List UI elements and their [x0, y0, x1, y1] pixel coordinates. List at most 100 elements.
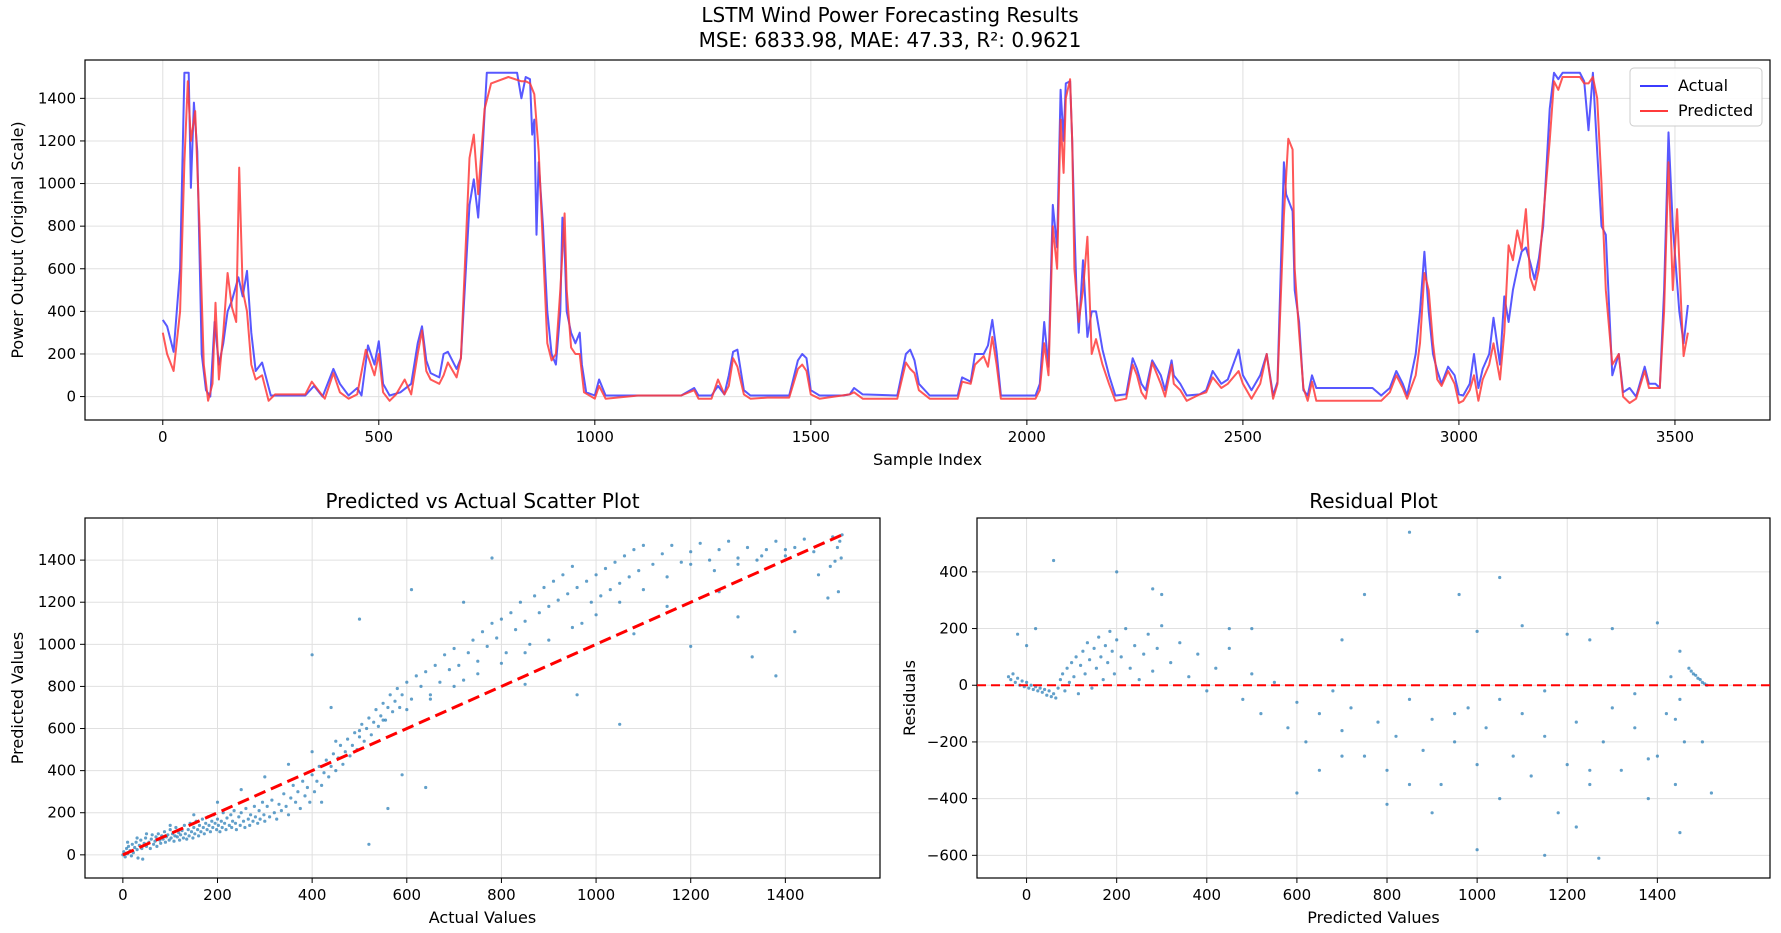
scatter-point: [1407, 697, 1412, 702]
scatter-point: [689, 562, 693, 566]
scatter-point: [1009, 678, 1013, 682]
scatter-point: [1362, 754, 1367, 758]
y-tick-label: 400: [47, 302, 76, 320]
scatter-point: [1601, 740, 1605, 744]
scatter-point: [400, 693, 404, 697]
scatter-point: [561, 573, 565, 577]
scatter-point: [599, 594, 603, 598]
scatter-point: [1430, 717, 1434, 721]
y-tick-label: 200: [47, 804, 76, 822]
scatter-point: [284, 804, 288, 809]
scatter-point: [308, 800, 312, 804]
scatter-point: [1698, 678, 1702, 682]
scatter-point: [1543, 734, 1547, 738]
x-tick-label: 800: [1373, 886, 1402, 904]
scatter-point: [476, 659, 480, 663]
scatter-panel: 0 200 400 600 800 1000 1200 1400 0 200 400 600 800 10…: [8, 489, 881, 927]
scatter-point: [153, 839, 157, 843]
scatter-point: [594, 613, 598, 617]
scatter-point: [1646, 797, 1650, 801]
scatter-point: [1678, 697, 1682, 702]
scatter-point: [828, 564, 832, 569]
scatter-point: [149, 837, 153, 841]
scatter-point: [1049, 695, 1053, 699]
scatter-point: [1146, 632, 1150, 636]
scatter-point: [329, 705, 333, 710]
scatter-point: [357, 735, 362, 739]
scatter-point: [443, 653, 447, 657]
scatter-point: [1610, 627, 1614, 631]
scatter-point: [393, 699, 397, 703]
scatter-point: [665, 604, 669, 609]
scatter-point: [367, 842, 371, 846]
scatter-point: [263, 775, 267, 779]
scatter-point: [608, 588, 612, 592]
scatter-point: [189, 830, 194, 834]
scatter-point: [632, 632, 636, 636]
scatter-point: [793, 630, 797, 634]
scatter-point: [1453, 740, 1457, 744]
scatter-point: [1453, 712, 1457, 716]
scatter-point: [172, 839, 176, 843]
scatter-point: [1498, 575, 1502, 580]
scatter-point: [826, 596, 830, 600]
scatter-point: [533, 594, 537, 598]
scatter-point: [1196, 652, 1200, 656]
scatter-point: [298, 806, 302, 811]
scatter-point: [1498, 697, 1502, 702]
scatter-point: [225, 816, 229, 820]
scatter-point: [168, 828, 172, 832]
scatter-point: [405, 680, 409, 684]
x-tick-label: 0: [1022, 886, 1032, 904]
scatter-point: [1214, 666, 1218, 670]
plot-area: [121, 533, 844, 861]
scatter-point: [424, 670, 428, 674]
scatter-point: [1475, 629, 1479, 634]
scatter-point: [760, 554, 764, 558]
scatter-point: [362, 739, 366, 743]
scatter-point: [1385, 802, 1389, 806]
scatter-point: [1340, 754, 1344, 758]
scatter-point: [1430, 811, 1434, 815]
scatter-point: [1006, 675, 1011, 679]
scatter-point: [1385, 768, 1389, 772]
scatter-point: [197, 823, 202, 828]
scatter-point: [547, 638, 551, 642]
scatter-point: [238, 823, 242, 828]
scatter-point: [346, 737, 350, 741]
scatter-point: [575, 585, 579, 590]
scatter-point: [239, 788, 243, 792]
scatter-point: [1574, 720, 1578, 724]
scatter-point: [391, 710, 395, 714]
scatter-point: [1027, 686, 1031, 690]
scatter-point: [348, 754, 352, 758]
scatter-point: [1076, 692, 1080, 696]
x-tick-label: 200: [1102, 886, 1131, 904]
scatter-point: [230, 825, 234, 830]
scatter-point: [1633, 726, 1637, 730]
scatter-point: [272, 811, 276, 815]
scatter-point: [1340, 729, 1344, 733]
scatter-point: [130, 842, 134, 846]
scatter-point: [750, 655, 754, 659]
scatter-point: [1178, 641, 1182, 645]
scatter-point: [275, 817, 279, 821]
scatter-point: [257, 809, 261, 813]
scatter-point: [836, 590, 841, 594]
scatter-point: [163, 840, 167, 844]
scatter-point: [1610, 706, 1614, 710]
scatter-point: [182, 823, 186, 828]
y-tick-label: 1400: [38, 89, 76, 107]
plot-area: [161, 71, 1689, 404]
scatter-point: [179, 833, 183, 837]
scatter-point: [144, 832, 149, 836]
scatter-point: [1655, 754, 1659, 758]
scatter-point: [698, 541, 702, 545]
scatter-point: [651, 562, 655, 566]
x-tick-label: 1000: [1458, 886, 1496, 904]
scatter-point: [310, 773, 314, 777]
scatter-point: [433, 663, 437, 668]
scatter-point: [1054, 696, 1058, 700]
scatter-point: [334, 769, 338, 773]
scatter-point: [223, 821, 227, 825]
